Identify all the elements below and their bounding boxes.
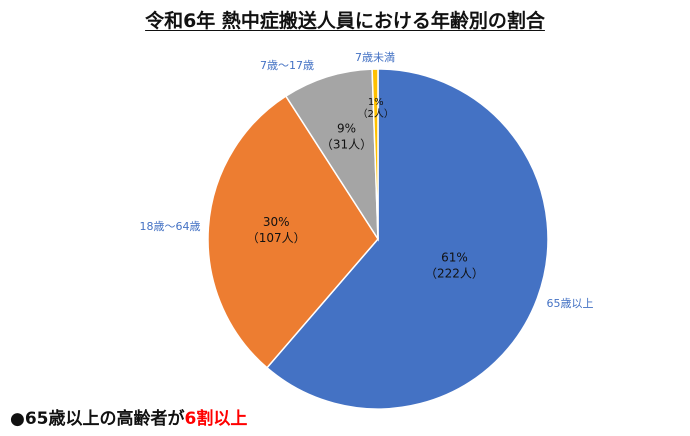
slice-count-label: （2人） xyxy=(358,108,394,120)
category-label-7-17: 7歳～17歳 xyxy=(260,59,314,72)
slice-percent-label: 9% xyxy=(337,121,356,135)
category-label-65-plus: 65歳以上 xyxy=(547,297,594,310)
pie-slice-18-64 xyxy=(207,95,379,369)
pie-slice-under-7 xyxy=(371,68,379,240)
slice-count-label: （107人） xyxy=(247,231,306,245)
slice-percent-label: 30% xyxy=(263,215,290,229)
footnote-text: 65歳以上の高齢者が xyxy=(24,409,185,429)
pie-slice-7-17 xyxy=(284,68,379,242)
footnote: ●65歳以上の高齢者が6割以上 xyxy=(10,404,247,429)
footnote-bullet: ● xyxy=(10,409,25,429)
slice-count-label: （222人） xyxy=(425,266,484,280)
category-label-18-64: 18歳～64歳 xyxy=(140,220,201,233)
category-label-under-7: 7歳未満 xyxy=(355,51,395,64)
slice-count-label: （31人） xyxy=(321,137,372,151)
chart-title: 令和6年 熱中症搬送人員における年齢別の割合 xyxy=(145,10,545,32)
slice-percent-label: 1% xyxy=(368,97,384,108)
slice-percent-label: 61% xyxy=(441,250,468,264)
pie-slice-65-plus xyxy=(265,68,549,410)
footnote-highlight: 6割以上 xyxy=(184,409,248,429)
